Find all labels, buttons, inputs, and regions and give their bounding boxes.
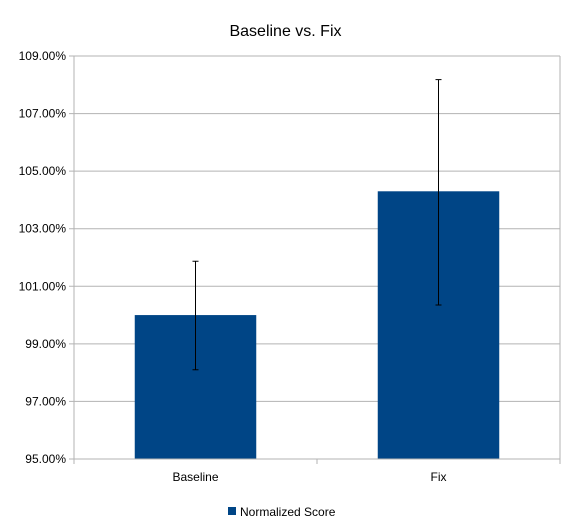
y-tick-label: 109.00% <box>19 49 67 63</box>
bars <box>134 191 500 460</box>
axes <box>69 56 561 464</box>
y-tick-label: 101.00% <box>19 279 67 293</box>
y-tick-label: 107.00% <box>19 107 67 121</box>
x-tick-labels: Baseline Fix <box>172 470 446 484</box>
y-tick-label: 105.00% <box>19 164 67 178</box>
x-tick-label: Baseline <box>172 470 218 484</box>
y-tick-label: 95.00% <box>25 452 66 466</box>
chart-title: Baseline vs. Fix <box>229 23 341 40</box>
x-tick-label: Fix <box>431 470 447 484</box>
y-tick-labels: 95.00% 97.00% 99.00% 101.00% 103.00% 105.00% 1… <box>19 49 67 466</box>
y-tick-label: 97.00% <box>25 394 66 408</box>
legend: Normalized Score <box>228 505 336 519</box>
legend-label: Normalized Score <box>240 505 336 519</box>
y-tick-label: 99.00% <box>25 337 66 351</box>
error-bars <box>192 79 442 371</box>
y-tick-label: 103.00% <box>19 222 67 236</box>
legend-swatch <box>228 507 236 515</box>
